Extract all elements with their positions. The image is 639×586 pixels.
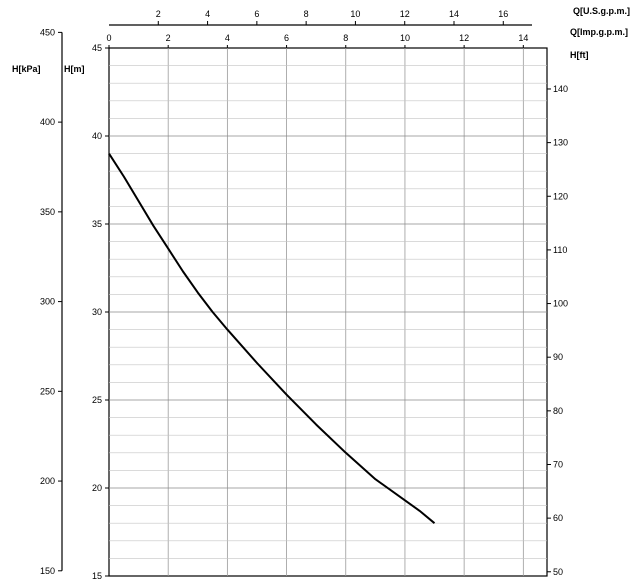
tick-label-h-kpa: 300 (40, 297, 55, 307)
tick-label-h-m: 25 (92, 395, 102, 405)
tick-label-h-kpa: 250 (40, 386, 55, 396)
tick-label-h-m: 15 (92, 571, 102, 581)
tick-label-h-ft: 50 (553, 567, 563, 577)
tick-label-h-ft: 140 (553, 84, 568, 94)
tick-label-q-impgpm: 14 (518, 33, 528, 43)
tick-label-h-ft: 80 (553, 406, 563, 416)
tick-label-q-usgpm: 12 (400, 9, 410, 19)
tick-label-q-usgpm: 10 (350, 9, 360, 19)
tick-label-q-usgpm: 14 (449, 9, 459, 19)
tick-label-h-kpa: 350 (40, 207, 55, 217)
tick-label-q-usgpm: 16 (498, 9, 508, 19)
tick-label-h-ft: 100 (553, 299, 568, 309)
tick-label-h-m: 30 (92, 307, 102, 317)
series-line-head-curve (108, 153, 436, 524)
tick-label-h-ft: 90 (553, 352, 563, 362)
unit-label-q-impgpm: Q[Imp.g.p.m.] (570, 27, 628, 37)
unit-label-q-usgpm: Q[U.S.g.p.m.] (573, 6, 630, 16)
tick-label-q-impgpm: 10 (400, 33, 410, 43)
tick-label-q-impgpm: 0 (106, 33, 111, 43)
tick-label-h-ft: 130 (553, 138, 568, 148)
series-layer (108, 153, 436, 524)
unit-label-h-m: H[m] (64, 64, 85, 74)
tick-label-q-usgpm: 6 (254, 9, 259, 19)
tick-label-q-usgpm: 2 (156, 9, 161, 19)
tick-label-h-ft: 110 (553, 245, 567, 255)
tick-label-h-kpa: 400 (40, 117, 55, 127)
unit-label-h-ft: H[ft] (570, 50, 589, 60)
tick-label-q-impgpm: 6 (284, 33, 289, 43)
tick-label-h-ft: 60 (553, 513, 563, 523)
tick-label-q-impgpm: 8 (343, 33, 348, 43)
tick-label-q-impgpm: 2 (166, 33, 171, 43)
tick-label-q-usgpm: 4 (205, 9, 210, 19)
tick-label-h-kpa: 150 (40, 566, 55, 576)
tick-label-h-kpa: 200 (40, 476, 55, 486)
tick-label-h-m: 20 (92, 483, 102, 493)
tick-label-h-m: 35 (92, 219, 102, 229)
tick-label-h-m: 45 (92, 43, 102, 53)
tick-label-q-usgpm: 8 (304, 9, 309, 19)
axes: 2 4 6 8 10 12 14 16 0 2 4 6 8 10 12 14 150 200 250 300 350 40… (40, 9, 568, 581)
tick-label-h-ft: 70 (553, 459, 563, 469)
tick-label-h-kpa: 450 (40, 27, 55, 37)
tick-label-h-m: 40 (92, 131, 102, 141)
tick-label-q-impgpm: 12 (459, 33, 469, 43)
tick-label-h-ft: 120 (553, 191, 568, 201)
unit-label-h-kpa: H[kPa] (12, 64, 41, 74)
grid-lines (109, 48, 547, 576)
tick-label-q-impgpm: 4 (225, 33, 230, 43)
